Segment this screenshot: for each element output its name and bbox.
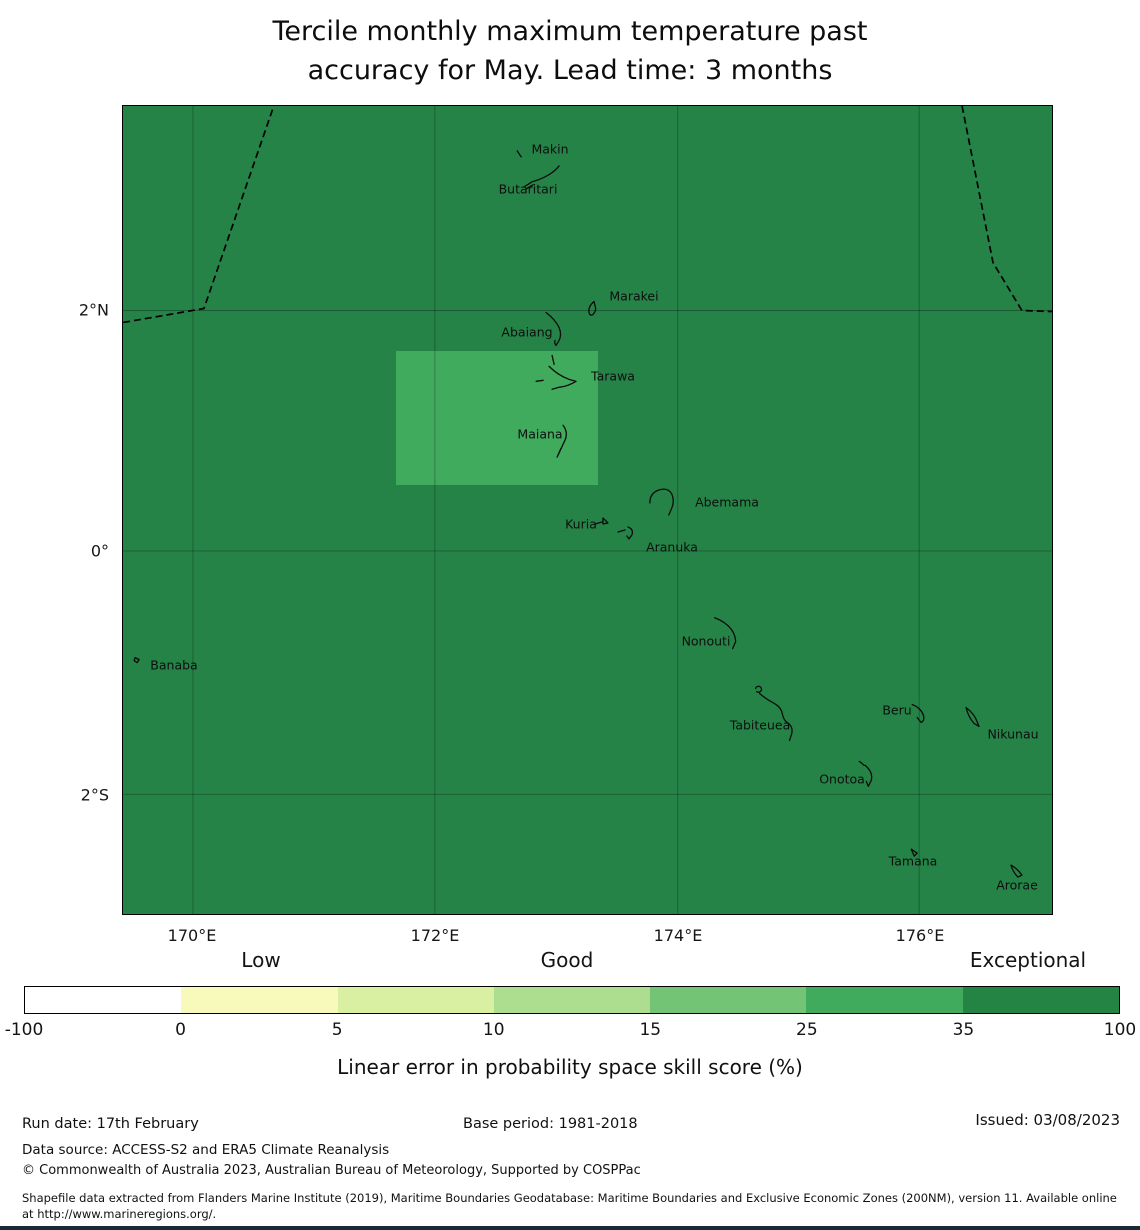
- island-outline-nonouti: [714, 617, 737, 650]
- y-axis: 2°N 0° 2°S: [0, 0, 115, 930]
- island-outline-tarawa: [535, 354, 577, 390]
- title-line-1: Tercile monthly maximum temperature past: [272, 16, 868, 47]
- eez-boundary-lines: [123, 106, 1052, 324]
- colorbar-region-labels: Low Good Exceptional: [0, 948, 1140, 976]
- x-tick-label: 174°E: [653, 926, 703, 945]
- y-tick-label: 2°S: [80, 785, 109, 805]
- x-tick-label: 176°E: [895, 926, 945, 945]
- colorbar-segment-4: [650, 987, 807, 1013]
- copyright-text: © Commonwealth of Australia 2023, Austra…: [22, 1163, 641, 1178]
- colorbar-segment-6: [962, 987, 1119, 1013]
- island-outline-arorae: [1010, 864, 1023, 878]
- colorbar-tick-label: 100: [1103, 1020, 1137, 1040]
- island-outline-maiana: [556, 424, 567, 458]
- colorbar-tick-label: 10: [482, 1020, 505, 1040]
- island-outline-onotoa: [858, 760, 873, 787]
- figure-title: Tercile monthly maximum temperature past…: [0, 12, 1140, 90]
- x-axis: 170°E 172°E 174°E 176°E: [0, 926, 1140, 950]
- colorbar-tick-label: -100: [4, 1020, 44, 1040]
- colorbar-segment-1: [181, 987, 338, 1013]
- colorbar: [24, 986, 1120, 1014]
- island-outline-abemama: [649, 488, 674, 516]
- colorbar-region-label-exceptional: Exceptional: [969, 948, 1087, 972]
- island-outline-abaiang: [545, 311, 562, 347]
- island-outline-beru: [911, 703, 925, 724]
- base-period-text: Base period: 1981-2018: [463, 1116, 638, 1132]
- colorbar-segment-0: [25, 987, 182, 1013]
- skill-highlight-cell: [396, 351, 598, 485]
- colorbar-region-label-low: Low: [241, 948, 281, 972]
- map-graphics: [123, 106, 1052, 914]
- colorbar-segment-2: [337, 987, 494, 1013]
- shapefile-note: Shapefile data extracted from Flanders M…: [22, 1191, 1117, 1221]
- island-outline-kuria: [594, 517, 609, 525]
- y-tick-label: 0°: [90, 541, 109, 561]
- colorbar-tick-label: 15: [639, 1020, 662, 1040]
- island-outline-tamana: [910, 848, 918, 857]
- title-line-2: accuracy for May. Lead time: 3 months: [307, 55, 833, 86]
- bottom-accent-bar: [0, 1226, 1140, 1230]
- x-tick-label: 170°E: [167, 926, 217, 945]
- colorbar-segment-3: [493, 987, 651, 1013]
- island-outline-tabiteuea: [754, 685, 793, 742]
- island-outline-makin: [516, 150, 522, 158]
- colorbar-tick-label: 5: [331, 1020, 343, 1040]
- island-outline-butaritari: [523, 165, 560, 190]
- map-canvas: [122, 105, 1053, 915]
- issued-date-text: Issued: 03/08/2023: [975, 1111, 1120, 1129]
- island-outline-aranuka: [617, 526, 634, 540]
- x-tick-label: 172°E: [410, 926, 460, 945]
- graticule-gridlines: [123, 106, 1052, 914]
- colorbar-tick-label: 35: [952, 1020, 975, 1040]
- island-outline-nikunau: [965, 706, 980, 728]
- colorbar-tick-label: 25: [796, 1020, 818, 1040]
- colorbar-axis-label: Linear error in probability space skill …: [337, 1055, 803, 1079]
- y-tick-label: 2°N: [78, 300, 109, 320]
- colorbar-segment-5: [806, 987, 963, 1013]
- eez-boundary-west: [123, 106, 275, 324]
- island-outline-banaba: [133, 656, 140, 664]
- island-outline-marakei: [588, 300, 597, 316]
- eez-boundary-east: [961, 106, 1052, 313]
- run-date-text: Run date: 17th February: [22, 1116, 199, 1132]
- data-source-text: Data source: ACCESS-S2 and ERA5 Climate …: [22, 1142, 390, 1158]
- colorbar-region-label-good: Good: [540, 948, 594, 972]
- colorbar-tick-label: 0: [175, 1020, 186, 1040]
- colorbar-ticks: -100 0 5 10 15 25 35 100: [0, 1020, 1140, 1042]
